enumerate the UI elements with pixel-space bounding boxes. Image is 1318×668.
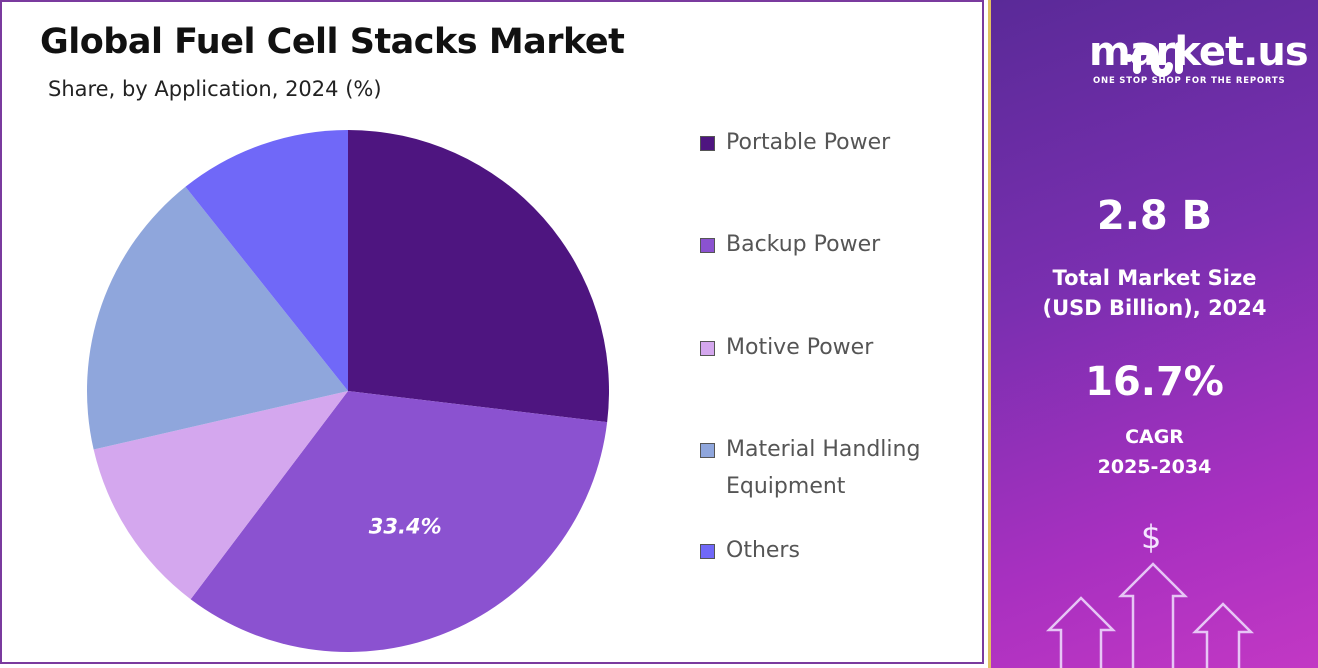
data-label: 33.4% <box>369 515 442 539</box>
legend-label: Backup Power <box>726 232 881 257</box>
legend-label: Material Handling Equipment <box>726 437 921 499</box>
legend-label: Motive Power <box>726 335 874 360</box>
legend-swatch <box>700 238 715 253</box>
brand-name: market.us <box>1089 29 1309 75</box>
pie-slice-others <box>185 130 348 391</box>
market-us-logo: market.us ONE STOP SHOP FOR THE REPORTS <box>1013 32 1309 90</box>
chart-subtitle: Share, by Application, 2024 (%) <box>48 77 382 101</box>
pie-chart: 33.4% <box>87 130 609 653</box>
summary-panel: market.us ONE STOP SHOP FOR THE REPORTS … <box>988 0 1318 668</box>
logo-mark-icon <box>1125 42 1183 77</box>
legend-swatch <box>700 136 715 151</box>
market-size-label-2: (USD Billion), 2024 <box>1042 296 1267 320</box>
pie-slice-material-handling-equipment <box>87 186 348 450</box>
chart-title: Global Fuel Cell Stacks Market <box>40 22 625 62</box>
market-size-value: 2.8 B <box>1096 193 1213 239</box>
pie-slice-backup-power <box>190 391 608 653</box>
chart-panel: Global Fuel Cell Stacks Market Share, by… <box>0 0 984 664</box>
legend-label: Portable Power <box>726 130 891 155</box>
pie-slice-motive-power <box>93 391 348 600</box>
brand-tagline: ONE STOP SHOP FOR THE REPORTS <box>1093 76 1286 86</box>
legend-swatch <box>700 544 715 559</box>
legend-swatch <box>700 443 715 458</box>
growth-arrows-icon <box>1045 562 1255 668</box>
legend-label: Others <box>726 538 800 563</box>
market-size-label-1: Total Market Size <box>1052 266 1257 290</box>
dollar-icon: $ <box>1141 518 1162 556</box>
legend-swatch <box>700 341 715 356</box>
pie-slice-portable-power <box>348 130 609 423</box>
cagr-label-2: 2025-2034 <box>1097 456 1212 478</box>
cagr-label-1: CAGR <box>1125 426 1184 448</box>
cagr-value: 16.7% <box>1085 359 1224 405</box>
